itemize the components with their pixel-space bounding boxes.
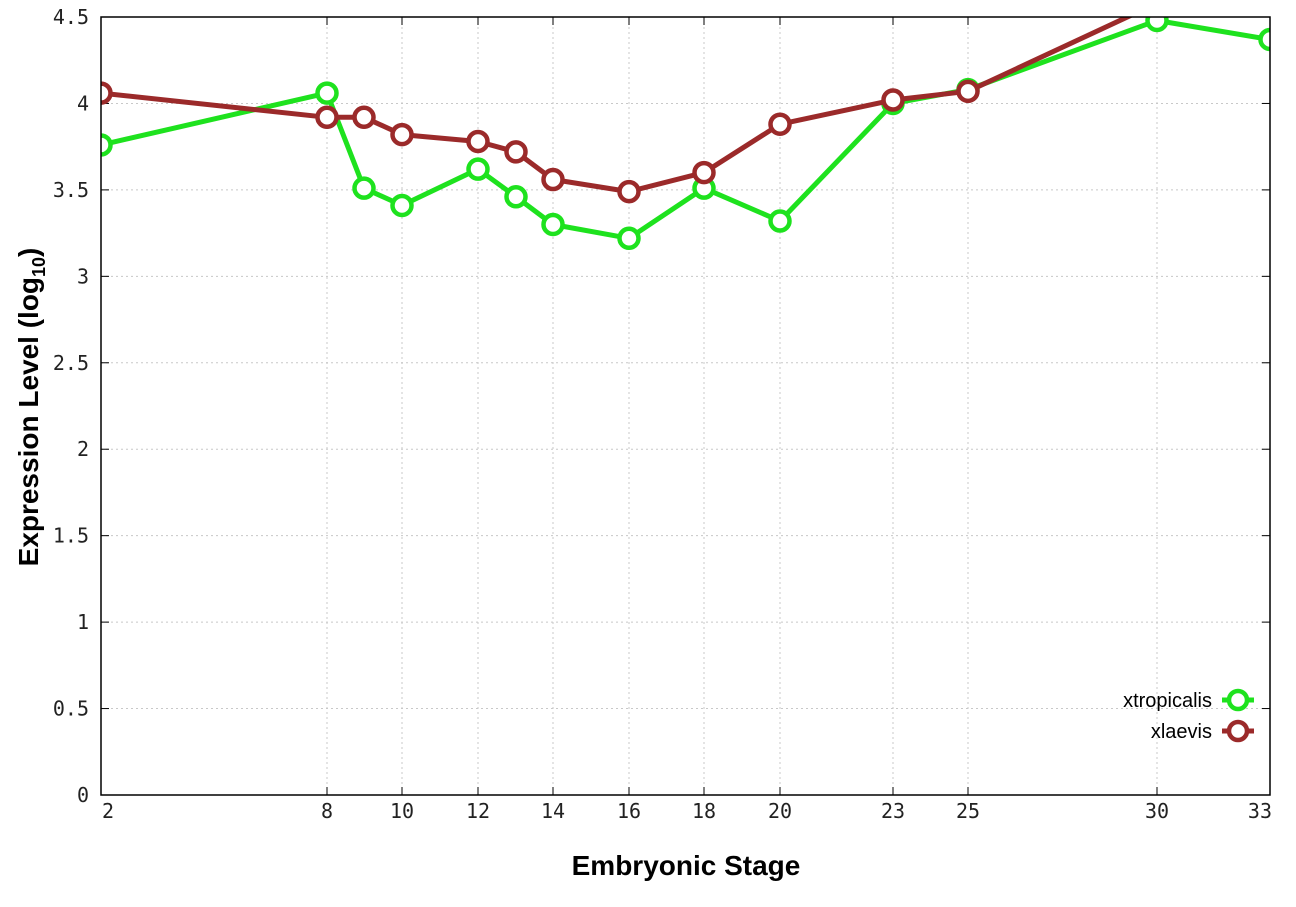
x-tick-label: 12 (466, 799, 490, 823)
legend-label: xlaevis (1151, 721, 1212, 743)
data-point (466, 157, 490, 181)
data-point (692, 160, 716, 185)
x-tick-label: 14 (541, 799, 565, 823)
y-tick-label: 0.5 (53, 697, 89, 721)
y-tick-label: 3 (77, 264, 89, 288)
data-point (1145, 17, 1169, 33)
x-tick-label: 20 (768, 799, 792, 823)
data-point (1258, 27, 1270, 52)
data-point (617, 179, 641, 204)
plot-frame (100, 16, 1271, 796)
data-point (315, 81, 339, 105)
y-tick-label: 3.5 (53, 178, 89, 202)
data-point (466, 129, 490, 154)
data-point (352, 105, 376, 130)
data-point (101, 81, 113, 105)
y-tick-label: 2 (77, 437, 89, 461)
x-tick-label: 23 (881, 799, 905, 823)
series-line (101, 18, 1270, 241)
legend: xtropicalis xlaevis (1123, 688, 1254, 743)
x-tick-label: 18 (692, 799, 716, 823)
data-point (352, 176, 376, 200)
y-tick-label: 0 (77, 783, 89, 807)
x-tick-label: 16 (617, 799, 641, 823)
y-tick-label: 4.5 (53, 5, 89, 29)
x-tick-label: 25 (956, 799, 980, 823)
data-point (541, 212, 565, 237)
data-point (768, 209, 792, 233)
series-xlaevis (101, 17, 1134, 204)
axes: 0 0.5 1 1.5 2 2.5 3 3.5 4 4.5 2 8 10 12 14 16 18 20 23 25 30… (53, 5, 1272, 823)
data-point (881, 88, 905, 112)
data-point (390, 122, 414, 147)
y-tick-label: 2.5 (53, 351, 89, 375)
data-point (541, 167, 565, 192)
legend-swatch-marker (1226, 719, 1250, 743)
y-tick-label: 4 (77, 91, 89, 115)
y-axis-title: Expression Level (log10) (13, 248, 49, 567)
data-point (390, 193, 414, 218)
y-tick-label: 1.5 (53, 524, 89, 548)
legend-label: xtropicalis (1123, 690, 1212, 712)
data-point (768, 112, 792, 136)
legend-swatch-marker (1226, 688, 1250, 712)
x-tick-label: 33 (1248, 799, 1272, 823)
data-point (315, 105, 339, 130)
plot-area (101, 17, 1270, 251)
data-point (504, 140, 528, 164)
y-tick-label: 1 (77, 610, 89, 634)
legend-entry-xtropicalis: xtropicalis (1123, 688, 1254, 712)
data-point (956, 79, 980, 104)
data-point (504, 185, 528, 209)
x-tick-label: 8 (321, 799, 333, 823)
series-xtropicalis (101, 17, 1270, 251)
x-tick-label: 30 (1145, 799, 1169, 823)
x-tick-label: 10 (390, 799, 414, 823)
x-tick-label: 2 (102, 799, 114, 823)
grid-lines (101, 17, 1270, 795)
legend-entry-xlaevis: xlaevis (1151, 719, 1254, 743)
data-point (101, 133, 113, 157)
x-axis-title: Embryonic Stage (572, 850, 801, 881)
data-point (617, 226, 641, 251)
